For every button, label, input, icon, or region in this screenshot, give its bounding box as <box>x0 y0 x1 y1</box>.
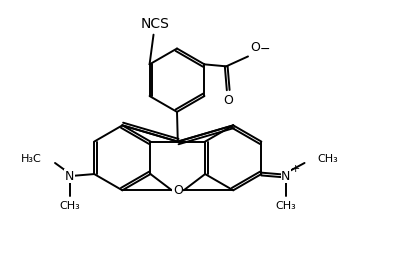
Text: O: O <box>173 184 183 197</box>
Text: CH₃: CH₃ <box>317 154 338 164</box>
Text: −: − <box>260 43 271 56</box>
Text: N: N <box>65 169 74 183</box>
Text: N: N <box>281 169 290 183</box>
Text: NCS: NCS <box>141 17 170 31</box>
Text: CH₃: CH₃ <box>59 201 80 211</box>
Text: CH₃: CH₃ <box>276 201 296 211</box>
Text: O: O <box>250 41 260 54</box>
Text: +: + <box>291 164 300 174</box>
Text: O: O <box>223 94 233 107</box>
Text: H₃C: H₃C <box>21 154 42 164</box>
